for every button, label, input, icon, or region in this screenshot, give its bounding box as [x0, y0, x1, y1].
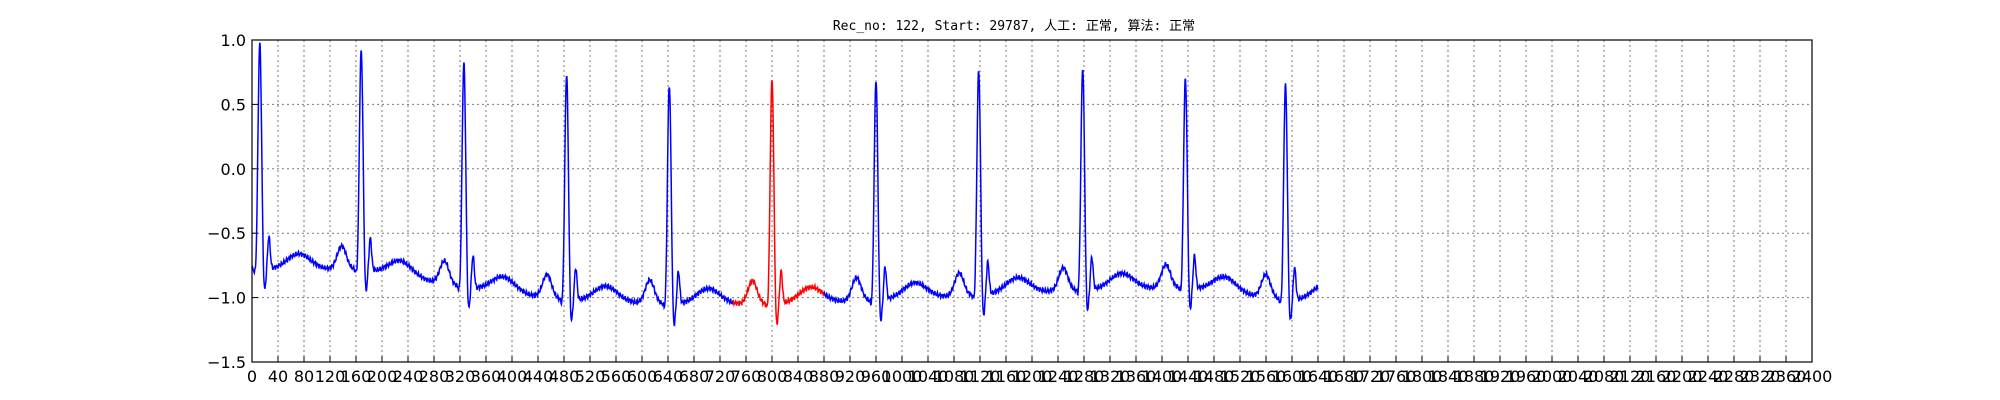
- x-tick-label: 440: [523, 367, 554, 386]
- x-tick-label: 200: [367, 367, 398, 386]
- x-tick-label: 1040: [908, 367, 949, 386]
- x-tick-label: 720: [705, 367, 736, 386]
- x-tick-label: 120: [315, 367, 346, 386]
- x-tick-label: 400: [497, 367, 528, 386]
- x-tick-label: 480: [549, 367, 580, 386]
- x-tick-label: 2160: [1636, 367, 1677, 386]
- x-tick-label: 160: [341, 367, 372, 386]
- x-tick-label: 520: [575, 367, 606, 386]
- x-tick-label: 1680: [1324, 367, 1365, 386]
- x-tick-label: 1360: [1116, 367, 1157, 386]
- x-tick-label: 2040: [1558, 367, 1599, 386]
- x-tick-label: 1800: [1402, 367, 1443, 386]
- x-tick-label: 1560: [1246, 367, 1287, 386]
- grid-lines: [252, 40, 1812, 362]
- x-tick-label: 1160: [986, 367, 1027, 386]
- x-tick-label: 880: [809, 367, 840, 386]
- x-tick-label: 0: [247, 367, 257, 386]
- x-tick-label: 1120: [960, 367, 1001, 386]
- x-tick-label: 600: [627, 367, 658, 386]
- x-tick-label: 1440: [1168, 367, 1209, 386]
- x-tick-label: 1240: [1038, 367, 1079, 386]
- x-tick-label: 360: [471, 367, 502, 386]
- x-tick-label: 1480: [1194, 367, 1235, 386]
- x-tick-label: 2080: [1584, 367, 1625, 386]
- y-tick-label: 1.0: [221, 31, 246, 50]
- x-tick-label: 680: [679, 367, 710, 386]
- x-tick-label: 2320: [1740, 367, 1781, 386]
- x-tick-label: 1520: [1220, 367, 1261, 386]
- x-tick-label: 2240: [1688, 367, 1729, 386]
- y-tick-label: 0.5: [221, 95, 246, 114]
- x-tick-label: 1840: [1428, 367, 1469, 386]
- x-tick-label: 560: [601, 367, 632, 386]
- ecg-line-normal: [251, 42, 734, 327]
- x-tick-label: 800: [757, 367, 788, 386]
- chart-title: Rec_no: 122, Start: 29787, 人工: 正常, 算法: 正…: [833, 19, 1195, 34]
- ecg-line-normal: [823, 69, 1319, 322]
- x-tick-label: 1000: [882, 367, 923, 386]
- plot-frame: [251, 39, 1813, 363]
- x-tick-label: 1280: [1064, 367, 1105, 386]
- x-tick-label: 1920: [1480, 367, 1521, 386]
- x-tick-label: 240: [393, 367, 424, 386]
- x-tick-label: 80: [294, 367, 314, 386]
- y-axis: 1.0 0.5 0.0 −0.5 −1.0 −1.5: [207, 31, 258, 372]
- x-tick-label: 760: [731, 367, 762, 386]
- x-tick-label: 2360: [1766, 367, 1807, 386]
- x-tick-label: 1760: [1376, 367, 1417, 386]
- x-tick-label: 280: [419, 367, 450, 386]
- x-tick-label: 920: [835, 367, 866, 386]
- x-tick-label: 1080: [934, 367, 975, 386]
- y-tick-label: −0.5: [207, 224, 246, 243]
- x-tick-label: 960: [861, 367, 892, 386]
- x-tick-label: 1960: [1506, 367, 1547, 386]
- x-tick-label: 1600: [1272, 367, 1313, 386]
- x-tick-label: 2400: [1792, 367, 1833, 386]
- x-tick-label: 1200: [1012, 367, 1053, 386]
- x-tick-label: 2200: [1662, 367, 1703, 386]
- y-tick-label: 0.0: [221, 160, 246, 179]
- x-tick-label: 640: [653, 367, 684, 386]
- x-tick-label: 1720: [1350, 367, 1391, 386]
- x-tick-label: 2000: [1532, 367, 1573, 386]
- x-tick-label: 2280: [1714, 367, 1755, 386]
- x-tick-label: 320: [445, 367, 476, 386]
- ecg-line-highlight: [732, 80, 825, 325]
- x-tick-label: 2120: [1610, 367, 1651, 386]
- x-tick-label: 40: [268, 367, 288, 386]
- x-tick-label: 1400: [1142, 367, 1183, 386]
- ecg-trace: [251, 42, 1319, 327]
- x-tick-label: 840: [783, 367, 814, 386]
- x-axis: 0 40 80 12016020024028032036040044048052056…: [247, 356, 1832, 386]
- y-tick-label: −1.0: [207, 289, 246, 308]
- x-tick-label: 1880: [1454, 367, 1495, 386]
- x-tick-label: 1320: [1090, 367, 1131, 386]
- y-tick-label: −1.5: [207, 353, 246, 372]
- x-tick-label: 1640: [1298, 367, 1339, 386]
